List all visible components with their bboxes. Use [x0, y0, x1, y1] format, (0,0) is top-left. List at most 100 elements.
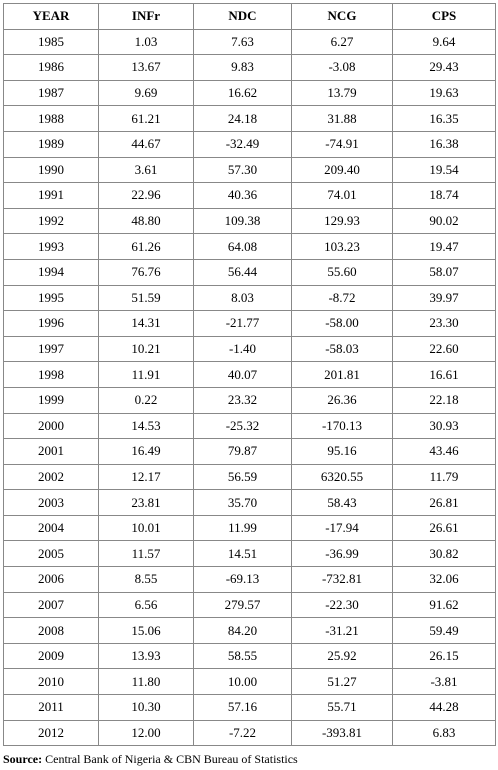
table-row: 2007 6.56 279.57 -22.30 91.62 — [3, 591, 496, 619]
table-cell: -58.03 — [291, 335, 393, 363]
table-cell: 11.79 — [392, 463, 496, 491]
table-cell: -7.22 — [193, 719, 292, 747]
table-cell: 51.27 — [291, 668, 393, 696]
table-cell: 8.03 — [193, 284, 292, 312]
table-cell: 6320.55 — [291, 463, 393, 491]
table-cell: 19.47 — [392, 233, 496, 260]
table-cell: 1985 — [3, 28, 99, 56]
table-cell: 2006 — [3, 566, 99, 593]
table-cell: 2000 — [3, 412, 99, 440]
table-cell: 209.40 — [291, 156, 393, 184]
table-row: 1986 13.67 9.83 -3.08 29.43 — [3, 54, 496, 81]
table-row: 2000 14.53 -25.32 -170.13 30.93 — [3, 412, 496, 440]
table-cell: -3.81 — [392, 668, 496, 696]
table-cell: 55.71 — [291, 694, 393, 721]
table-cell: 40.36 — [193, 182, 292, 209]
table-cell: 1991 — [3, 182, 99, 209]
table-cell: 1992 — [3, 207, 99, 235]
table-cell: 16.61 — [392, 361, 496, 388]
table-cell: 1999 — [3, 386, 99, 414]
table-cell: 1998 — [3, 361, 99, 388]
table-cell: 8.55 — [98, 566, 194, 593]
table-cell: 2004 — [3, 514, 99, 542]
table-cell: 59.49 — [392, 617, 496, 644]
table-cell: 16.62 — [193, 79, 292, 107]
table-cell: 22.18 — [392, 386, 496, 414]
table-cell: 9.69 — [98, 79, 194, 107]
table-cell: 44.67 — [98, 130, 194, 158]
table-cell: 109.38 — [193, 207, 292, 235]
table-cell: 1987 — [3, 79, 99, 107]
table-cell: 15.06 — [98, 617, 194, 644]
table-cell: 74.01 — [291, 182, 393, 209]
table-row: 1993 61.26 64.08 103.23 19.47 — [3, 233, 496, 260]
table-cell: 23.81 — [98, 489, 194, 516]
table-cell: 26.36 — [291, 386, 393, 414]
table-cell: 25.92 — [291, 642, 393, 670]
table-cell: 9.83 — [193, 54, 292, 81]
table-cell: 0.22 — [98, 386, 194, 414]
table-cell: 129.93 — [291, 207, 393, 235]
table-cell: 44.28 — [392, 694, 496, 721]
table-cell: 11.99 — [193, 514, 292, 542]
source-label: Source: — [3, 752, 43, 766]
table-cell: 1997 — [3, 335, 99, 363]
table-cell: 1.03 — [98, 28, 194, 56]
table-cell: 58.07 — [392, 258, 496, 286]
table-cell: 1990 — [3, 156, 99, 184]
table-cell: 61.21 — [98, 105, 194, 132]
table-cell: 26.61 — [392, 514, 496, 542]
table-cell: -58.00 — [291, 310, 393, 337]
table-cell: 3.61 — [98, 156, 194, 184]
table-cell: 31.88 — [291, 105, 393, 132]
table-cell: 1995 — [3, 284, 99, 312]
table-row: 2003 23.81 35.70 58.43 26.81 — [3, 489, 496, 516]
table-cell: -21.77 — [193, 310, 292, 337]
table-cell: 6.27 — [291, 28, 393, 56]
table-cell: 30.82 — [392, 540, 496, 568]
table-row: 1994 76.76 56.44 55.60 58.07 — [3, 258, 496, 286]
table-cell: 61.26 — [98, 233, 194, 260]
table-row: 2001 16.49 79.87 95.16 43.46 — [3, 438, 496, 465]
table-cell: 22.96 — [98, 182, 194, 209]
table-cell: 2010 — [3, 668, 99, 696]
table-cell: 7.63 — [193, 28, 292, 56]
table-cell: -8.72 — [291, 284, 393, 312]
table-cell: 18.74 — [392, 182, 496, 209]
table-cell: 35.70 — [193, 489, 292, 516]
table-cell: 2005 — [3, 540, 99, 568]
table-row: 1998 11.91 40.07 201.81 16.61 — [3, 361, 496, 388]
table-cell: 56.59 — [193, 463, 292, 491]
table-cell: 76.76 — [98, 258, 194, 286]
table-cell: 1988 — [3, 105, 99, 132]
table-cell: 57.30 — [193, 156, 292, 184]
table-body: 1985 1.03 7.63 6.27 9.64 1986 13.67 9.83 -3.08 29… — [3, 28, 496, 747]
table-cell: 6.56 — [98, 591, 194, 619]
table-cell: 24.18 — [193, 105, 292, 132]
table-cell: 13.93 — [98, 642, 194, 670]
table-cell: 1989 — [3, 130, 99, 158]
table-row: 1989 44.67 -32.49 -74.91 16.38 — [3, 130, 496, 158]
table-cell: 10.30 — [98, 694, 194, 721]
table-row: 1990 3.61 57.30 209.40 19.54 — [3, 156, 496, 184]
table-row: 1999 0.22 23.32 26.36 22.18 — [3, 386, 496, 414]
table-cell: 2008 — [3, 617, 99, 644]
table-cell: 10.01 — [98, 514, 194, 542]
table-cell: 13.67 — [98, 54, 194, 81]
table-cell: -170.13 — [291, 412, 393, 440]
table-cell: 29.43 — [392, 54, 496, 81]
table-row: 1985 1.03 7.63 6.27 9.64 — [3, 28, 496, 56]
table-cell: -22.30 — [291, 591, 393, 619]
table-cell: -732.81 — [291, 566, 393, 593]
table-cell: 103.23 — [291, 233, 393, 260]
table-row: 2011 10.30 57.16 55.71 44.28 — [3, 694, 496, 721]
table-cell: 84.20 — [193, 617, 292, 644]
table-cell: 58.55 — [193, 642, 292, 670]
source-note: Source: Central Bank of Nigeria & CBN Bu… — [3, 752, 298, 767]
table-cell: 12.00 — [98, 719, 194, 747]
table-cell: 6.83 — [392, 719, 496, 747]
table-cell: 79.87 — [193, 438, 292, 465]
table-cell: -393.81 — [291, 719, 393, 747]
table-cell: -1.40 — [193, 335, 292, 363]
